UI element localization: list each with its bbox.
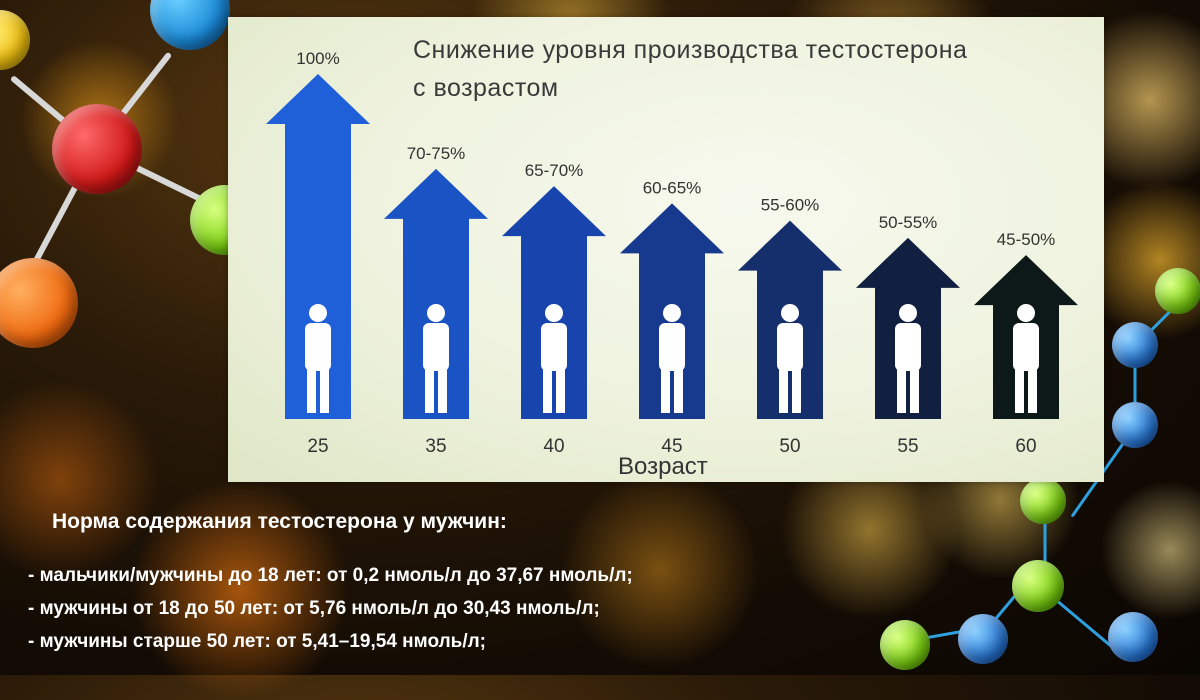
value-label-55: 50-55% [879, 213, 938, 232]
person-silhouette-60 [1013, 304, 1039, 413]
person-silhouette-35 [423, 304, 449, 413]
molecule-atom-orange [0, 258, 78, 348]
arrow-bar-35 [384, 168, 488, 419]
norms-heading: Норма содержания тестостерона у мужчин: [52, 510, 507, 533]
x-axis-label: Возраст [618, 453, 708, 480]
x-tick-label-35: 35 [425, 436, 446, 457]
person-silhouette-55 [895, 304, 921, 413]
chart-title: Снижение уровня производства тестостерон… [413, 31, 1073, 107]
x-tick-label-50: 50 [779, 436, 800, 457]
person-silhouette-50 [777, 304, 803, 413]
person-silhouette-40 [541, 304, 567, 413]
molecule-atom-green-3 [1020, 478, 1066, 524]
value-label-40: 65-70% [525, 161, 584, 180]
value-label-25: 100% [296, 49, 339, 68]
chart-panel: 100% 25 70-75% 35 65-70% 40 60-65% 45 55-60% 50 50… [228, 17, 1104, 482]
chart-area: 100% 25 70-75% 35 65-70% 40 60-65% 45 55-60% 50 50… [266, 49, 1078, 457]
testosterone-norms: Норма содержания тестостерона у мужчин: … [0, 498, 1200, 675]
molecule-atom-yellow [0, 10, 30, 70]
person-silhouette-25 [305, 304, 331, 413]
x-tick-label-25: 25 [307, 436, 328, 457]
molecule-atom-red [52, 104, 142, 194]
molecule-atom-green-5 [880, 620, 930, 670]
arrow-bar-40 [502, 186, 606, 419]
chart-title-line-1: Снижение уровня производства тестостерон… [413, 36, 968, 64]
molecule-atom-blue-4 [958, 614, 1008, 664]
norm-line-over-50: - мужчины старше 50 лет: от 5,41–19,54 н… [28, 631, 487, 652]
molecule-atom-blue-3 [1112, 402, 1158, 448]
arrow-bar-25 [266, 74, 370, 419]
person-silhouette-45 [659, 304, 685, 413]
molecule-atom-blue-2 [1112, 322, 1158, 368]
norm-line-under-18: - мальчики/мужчины до 18 лет: от 0,2 нмо… [28, 565, 633, 586]
chart-title-line-2: с возрастом [413, 74, 559, 102]
x-tick-label-40: 40 [543, 436, 564, 457]
norm-line-18-50: - мужчины от 18 до 50 лет: от 5,76 нмоль… [28, 598, 600, 619]
molecule-atom-blue-5 [1108, 612, 1158, 662]
x-tick-label-45: 45 [661, 436, 682, 457]
molecule-atom-green-2 [1155, 268, 1200, 314]
x-tick-label-60: 60 [1015, 436, 1036, 457]
value-label-50: 55-60% [761, 196, 820, 215]
value-label-60: 45-50% [997, 230, 1056, 249]
molecule-atom-green-4 [1012, 560, 1064, 612]
value-label-45: 60-65% [643, 178, 702, 197]
value-label-35: 70-75% [407, 144, 466, 163]
molecule-atom-blue [150, 0, 230, 50]
x-tick-label-55: 55 [897, 436, 918, 457]
